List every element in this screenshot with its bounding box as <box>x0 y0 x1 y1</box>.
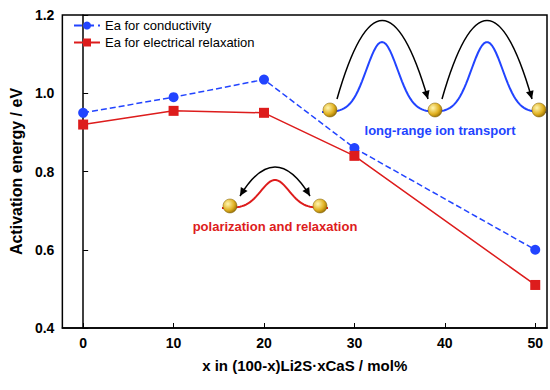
svg-text:0.6: 0.6 <box>35 242 55 258</box>
svg-text:50: 50 <box>527 335 543 351</box>
svg-text:30: 30 <box>347 335 363 351</box>
svg-text:1.2: 1.2 <box>35 7 55 23</box>
svg-text:Activation energy / eV: Activation energy / eV <box>8 88 25 255</box>
svg-text:0.4: 0.4 <box>35 320 55 336</box>
svg-text:Ea for conductivity: Ea for conductivity <box>105 18 212 33</box>
svg-text:0.8: 0.8 <box>35 164 55 180</box>
svg-text:long-range ion transport: long-range ion transport <box>365 123 517 138</box>
svg-text:x in (100-x)Li2S·xCaS / mol%: x in (100-x)Li2S·xCaS / mol% <box>202 357 407 374</box>
svg-text:polarization and relaxation: polarization and relaxation <box>193 219 358 234</box>
svg-text:0: 0 <box>79 335 87 351</box>
svg-text:10: 10 <box>166 335 182 351</box>
svg-text:Ea for electrical relaxation: Ea for electrical relaxation <box>105 35 255 50</box>
svg-text:20: 20 <box>256 335 272 351</box>
svg-text:40: 40 <box>437 335 453 351</box>
svg-text:1.0: 1.0 <box>35 85 55 101</box>
